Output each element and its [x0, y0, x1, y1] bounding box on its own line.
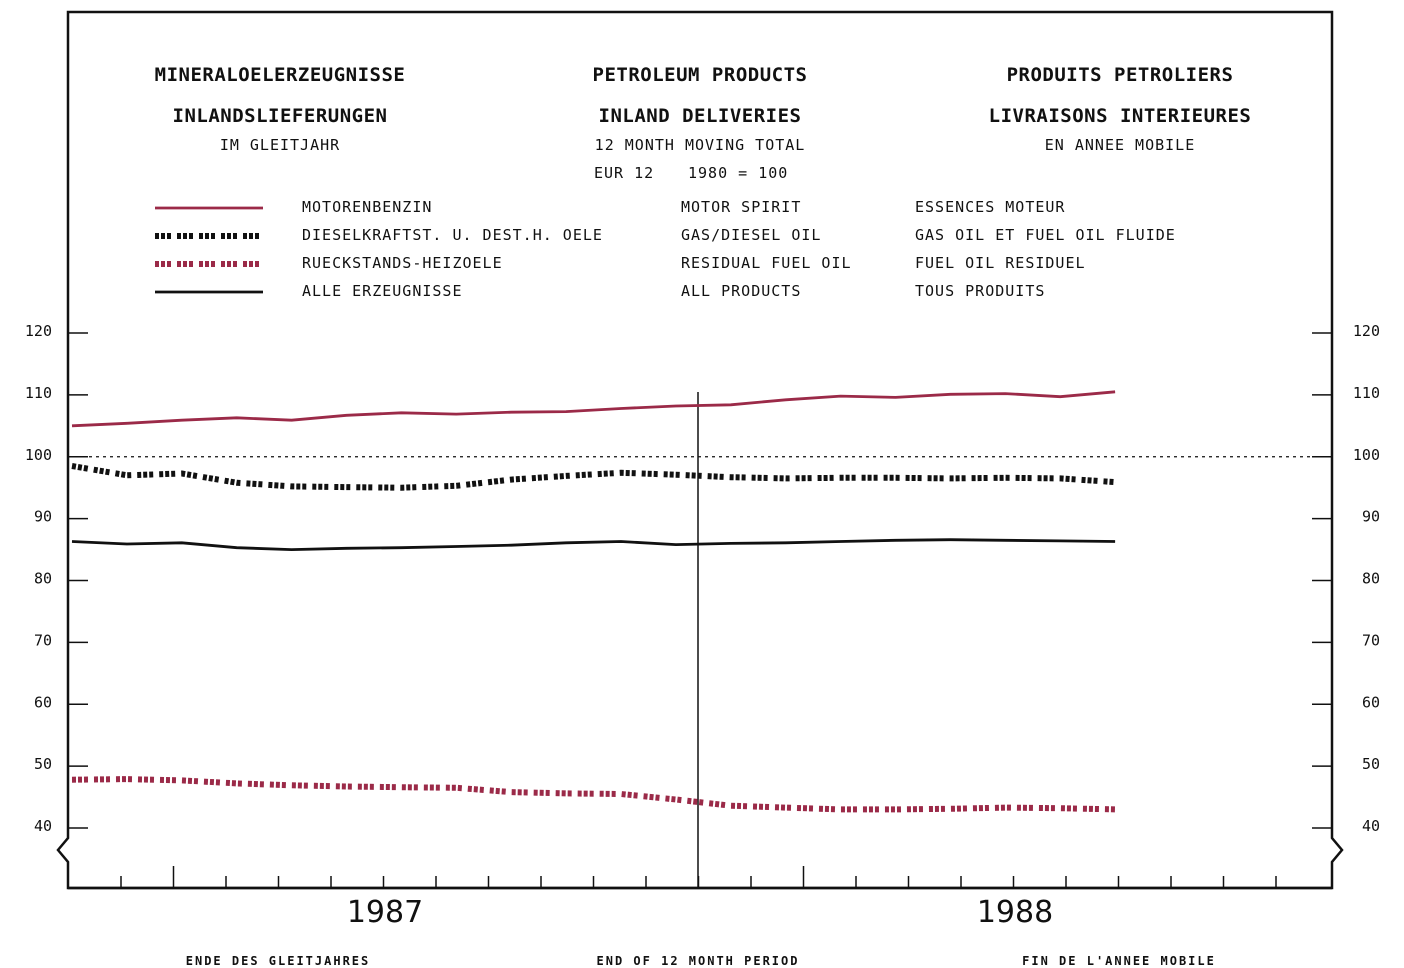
axis-ticks [68, 332, 1332, 890]
title-fr: PRODUITS PETROLIERS [1006, 64, 1234, 86]
y-tick-label-left: 110 [25, 384, 52, 402]
footer-en: END OF 12 MONTH PERIOD [596, 954, 800, 968]
note-de: IM GLEITJAHR [219, 136, 341, 154]
footer-fr: FIN DE L'ANNEE MOBILE [1022, 954, 1216, 968]
series-line-1 [71, 390, 1116, 428]
note-en: 12 MONTH MOVING TOTAL [594, 136, 806, 154]
title-en: PETROLEUM PRODUCTS [592, 64, 808, 86]
subtitle-en: INLAND DELIVERIES [598, 105, 802, 127]
subtitle-fr: LIVRAISONS INTERIEURES [988, 105, 1252, 127]
y-tick-label-right: 60 [1362, 693, 1380, 711]
x-tick-label-1987: 1987 [346, 895, 424, 930]
legend-en-1: MOTOR SPIRIT [681, 198, 802, 216]
legend-fr-1: ESSENCES MOTEUR [915, 198, 1066, 216]
y-tick-label-left: 90 [34, 508, 52, 526]
legend-en-3: RESIDUAL FUEL OIL [681, 254, 852, 272]
series-group [71, 390, 1116, 813]
y-tick-label-left: 40 [34, 817, 52, 835]
legend-fr-4: TOUS PRODUITS [915, 282, 1046, 300]
legend-de-4: ALLE ERZEUGNISSE [302, 282, 463, 300]
legend-fr-2: GAS OIL ET FUEL OIL FLUIDE [915, 226, 1176, 244]
title-de: MINERALOELERZEUGNISSE [154, 64, 406, 86]
legend-swatches [155, 206, 263, 294]
base-region: EUR 12 [594, 164, 655, 182]
footer-de: ENDE DES GLEITJAHRES [185, 954, 371, 968]
series-line-2 [71, 463, 1116, 491]
y-tick-label-left: 70 [34, 631, 52, 649]
base-year: 1980 = 100 [688, 164, 789, 182]
legend-de-3: RUECKSTANDS-HEIZOELE [302, 254, 503, 272]
y-tick-label-right: 40 [1362, 817, 1380, 835]
legend-de-1: MOTORENBENZIN [302, 198, 433, 216]
y-tick-label-right: 80 [1362, 570, 1380, 588]
legend-en-4: ALL PRODUCTS [681, 282, 802, 300]
y-tick-labels: 40 40 50 50 60 60 70 70 80 80 90 90 100 100 110 110 120 1… [25, 322, 1380, 835]
legend-fr-3: FUEL OIL RESIDUEL [915, 254, 1086, 272]
subtitle-de: INLANDSLIEFERUNGEN [172, 105, 388, 127]
series-line-4 [71, 538, 1116, 551]
y-tick-label-right: 90 [1362, 508, 1380, 526]
y-tick-label-left: 100 [25, 446, 52, 464]
y-tick-label-right: 110 [1353, 384, 1380, 402]
y-tick-label-left: 50 [34, 755, 52, 773]
note-fr: EN ANNEE MOBILE [1044, 136, 1196, 154]
chart-frame [56, 10, 1344, 890]
x-tick-label-1988: 1988 [976, 895, 1054, 930]
y-tick-label-right: 120 [1353, 322, 1380, 340]
y-tick-label-left: 80 [34, 570, 52, 588]
y-tick-label-right: 70 [1362, 631, 1380, 649]
y-tick-label-left: 120 [25, 322, 52, 340]
series-line-3 [71, 776, 1116, 813]
y-tick-label-left: 60 [34, 693, 52, 711]
legend-en-2: GAS/DIESEL OIL [681, 226, 822, 244]
legend-de-2: DIESELKRAFTST. U. DEST.H. OELE [302, 226, 603, 244]
y-tick-label-right: 100 [1353, 446, 1380, 464]
y-tick-label-right: 50 [1362, 755, 1380, 773]
